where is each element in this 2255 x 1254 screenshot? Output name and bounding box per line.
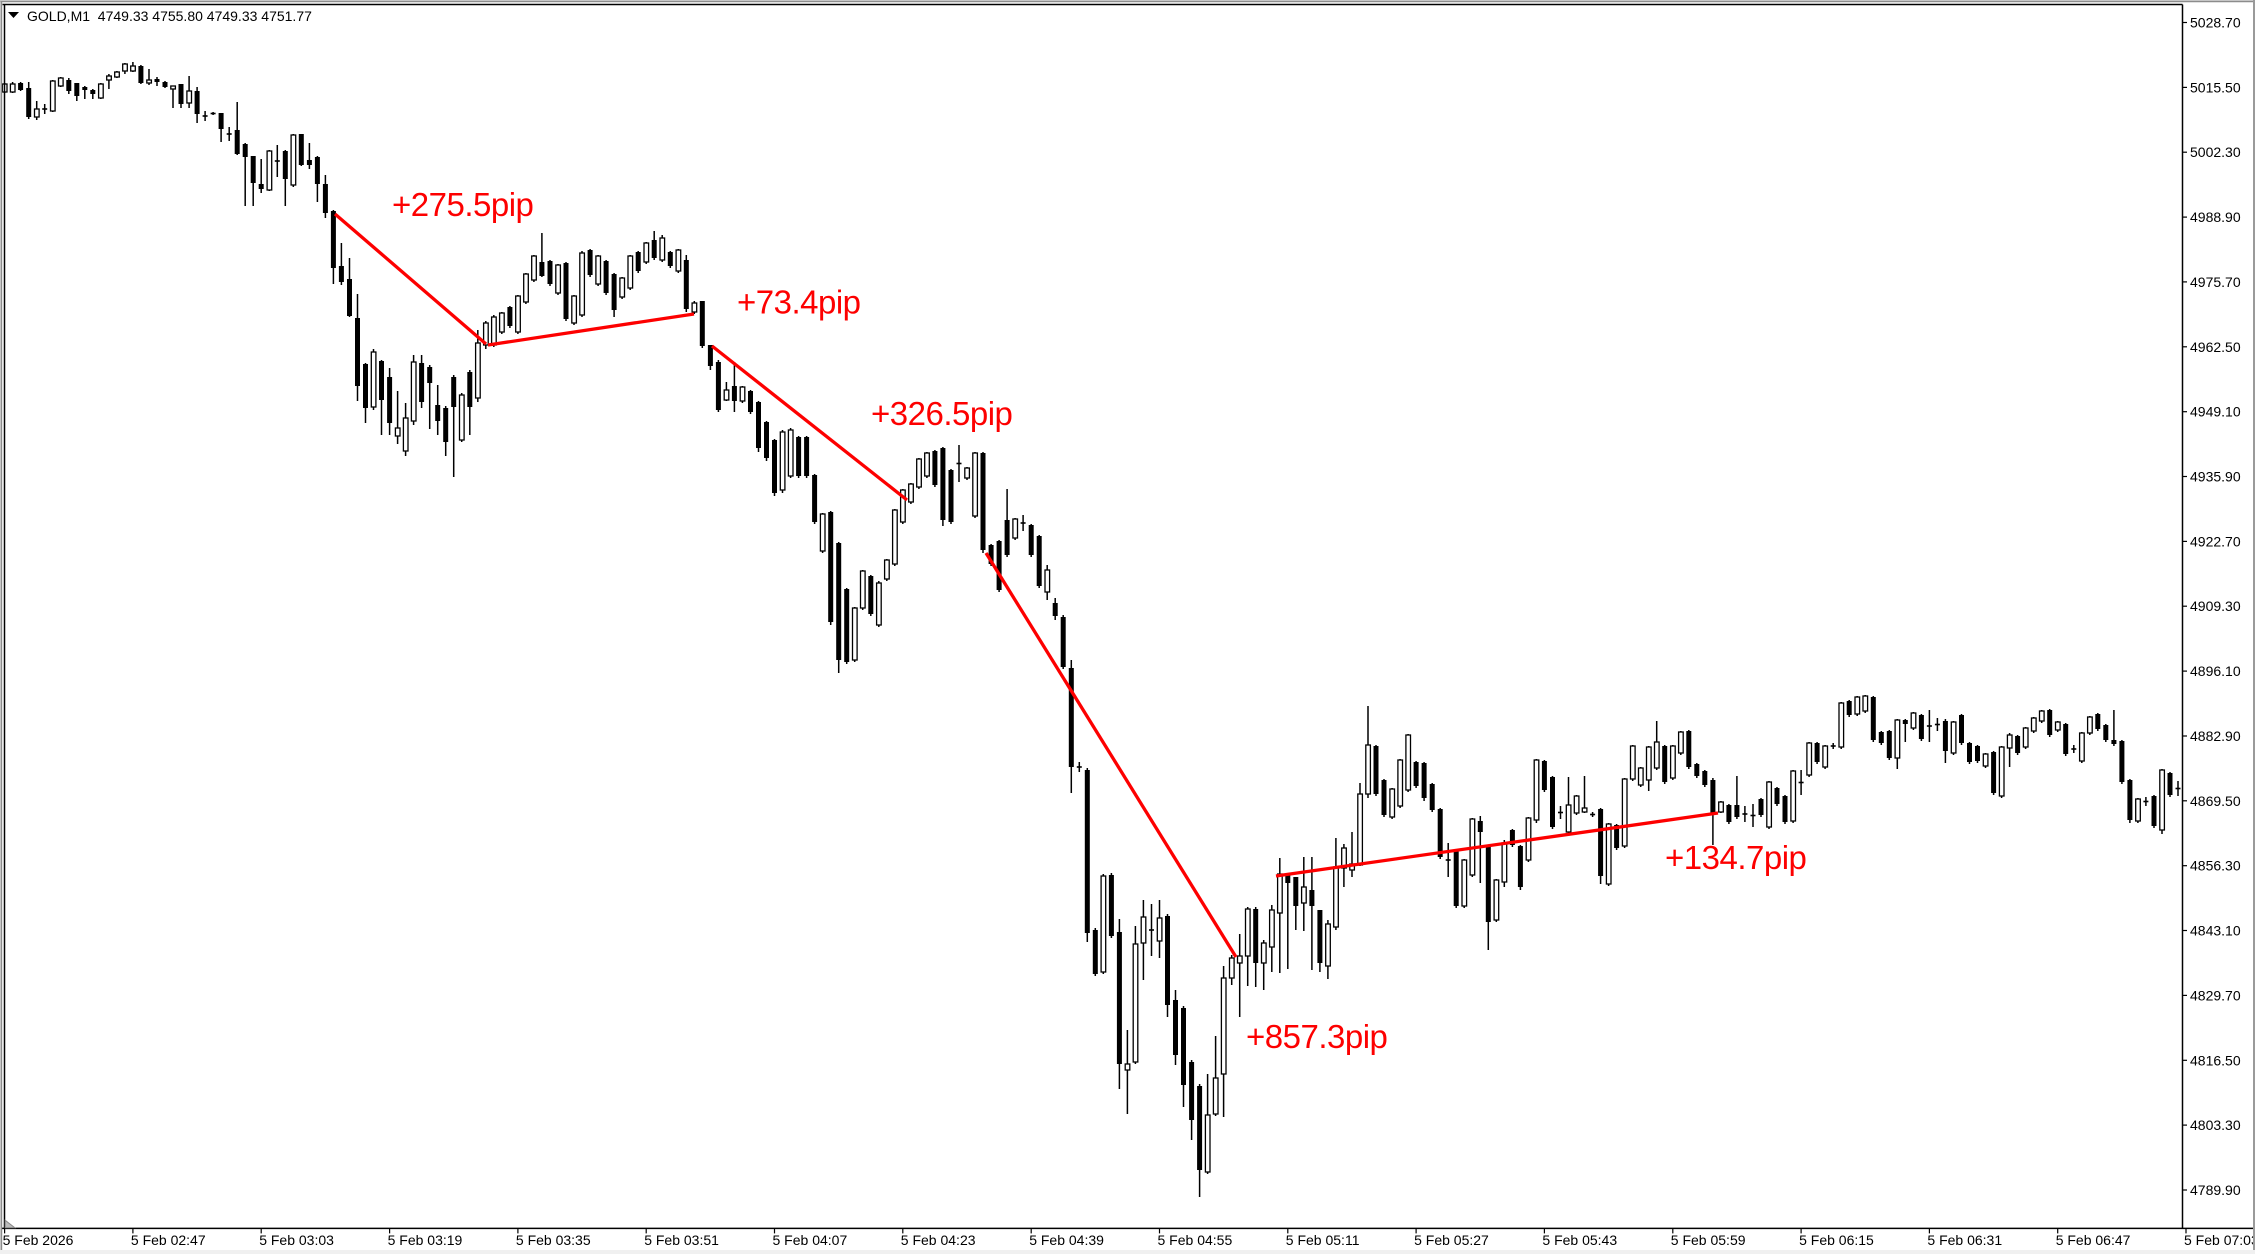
svg-text:5 Feb 03:19: 5 Feb 03:19 <box>388 1232 463 1248</box>
svg-text:4869.50: 4869.50 <box>2190 793 2241 809</box>
svg-text:5 Feb 02:47: 5 Feb 02:47 <box>131 1232 206 1248</box>
svg-text:4816.50: 4816.50 <box>2190 1052 2241 1068</box>
svg-text:4922.70: 4922.70 <box>2190 533 2241 549</box>
svg-text:4962.50: 4962.50 <box>2190 339 2241 355</box>
svg-text:+134.7pip: +134.7pip <box>1665 839 1806 876</box>
svg-text:5 Feb 07:03: 5 Feb 07:03 <box>2184 1232 2255 1248</box>
svg-text:4909.30: 4909.30 <box>2190 598 2241 614</box>
svg-text:5002.30: 5002.30 <box>2190 144 2241 160</box>
svg-text:+73.4pip: +73.4pip <box>737 284 861 321</box>
svg-text:4843.10: 4843.10 <box>2190 923 2241 939</box>
svg-text:+275.5pip: +275.5pip <box>392 186 533 223</box>
svg-text:5 Feb 05:27: 5 Feb 05:27 <box>1414 1232 1489 1248</box>
svg-text:4949.10: 4949.10 <box>2190 404 2241 420</box>
svg-text:4803.30: 4803.30 <box>2190 1117 2241 1133</box>
svg-text:5 Feb 04:07: 5 Feb 04:07 <box>773 1232 848 1248</box>
svg-text:5028.70: 5028.70 <box>2190 15 2241 31</box>
svg-text:5 Feb 2026: 5 Feb 2026 <box>3 1232 74 1248</box>
svg-text:+857.3pip: +857.3pip <box>1246 1018 1387 1055</box>
svg-text:5 Feb 05:59: 5 Feb 05:59 <box>1671 1232 1746 1248</box>
svg-text:5 Feb 06:15: 5 Feb 06:15 <box>1799 1232 1874 1248</box>
svg-text:4896.10: 4896.10 <box>2190 663 2241 679</box>
svg-text:4975.70: 4975.70 <box>2190 274 2241 290</box>
svg-text:5 Feb 05:43: 5 Feb 05:43 <box>1542 1232 1617 1248</box>
svg-text:5 Feb 06:31: 5 Feb 06:31 <box>1927 1232 2002 1248</box>
svg-text:4829.70: 4829.70 <box>2190 987 2241 1003</box>
svg-text:5 Feb 03:35: 5 Feb 03:35 <box>516 1232 591 1248</box>
svg-text:5 Feb 03:03: 5 Feb 03:03 <box>259 1232 334 1248</box>
svg-text:5 Feb 06:47: 5 Feb 06:47 <box>2056 1232 2131 1248</box>
svg-text:GOLD,M1 4749.33 4755.80 4749.: GOLD,M1 4749.33 4755.80 4749.33 4751.77 <box>27 8 312 24</box>
svg-text:4882.90: 4882.90 <box>2190 728 2241 744</box>
svg-text:5 Feb 04:55: 5 Feb 04:55 <box>1158 1232 1233 1248</box>
svg-text:5015.50: 5015.50 <box>2190 79 2241 95</box>
svg-text:+326.5pip: +326.5pip <box>871 395 1012 432</box>
svg-text:5 Feb 05:11: 5 Feb 05:11 <box>1286 1232 1360 1248</box>
svg-text:5 Feb 03:51: 5 Feb 03:51 <box>644 1232 719 1248</box>
svg-text:4856.30: 4856.30 <box>2190 858 2241 874</box>
svg-text:4789.90: 4789.90 <box>2190 1182 2241 1198</box>
svg-text:4935.90: 4935.90 <box>2190 469 2241 485</box>
svg-text:4988.90: 4988.90 <box>2190 209 2241 225</box>
svg-text:5 Feb 04:23: 5 Feb 04:23 <box>901 1232 976 1248</box>
svg-text:5 Feb 04:39: 5 Feb 04:39 <box>1029 1232 1104 1248</box>
